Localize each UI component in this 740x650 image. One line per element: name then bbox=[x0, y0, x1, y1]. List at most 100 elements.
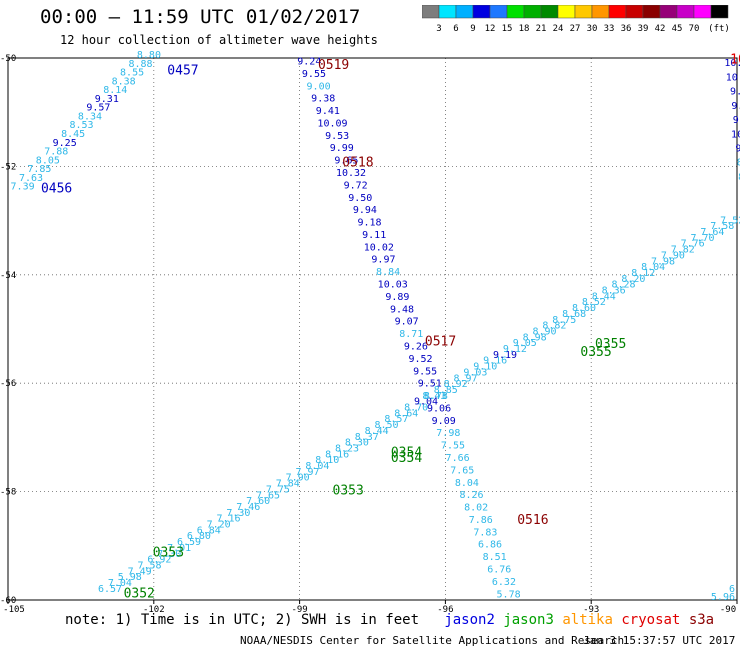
wave-height-value-a: 7.88 bbox=[44, 147, 68, 158]
orbit-label: 0456 bbox=[41, 181, 72, 196]
wave-height-value-b: 7.83 bbox=[473, 527, 497, 538]
colorbar-label: 30 bbox=[587, 24, 598, 34]
orbit-label: 0517 bbox=[425, 334, 456, 349]
wave-height-value-b: 8.02 bbox=[464, 503, 488, 514]
orbit-label: 0352 bbox=[124, 586, 155, 601]
wave-height-value-b: 9.51 bbox=[418, 379, 442, 390]
colorbar-label: 3 bbox=[436, 24, 441, 34]
wave-height-value-a: 9.31 bbox=[95, 94, 119, 105]
wave-height-value-b: 9.26 bbox=[404, 341, 428, 352]
lat-tick-label: -56 bbox=[0, 379, 16, 389]
wave-height-value-c: 7.90 bbox=[661, 250, 685, 261]
colorbar-label: 42 bbox=[655, 24, 666, 34]
map-title: 00:00 – 11:59 UTC 01/02/2017 bbox=[40, 6, 361, 28]
wave-height-value-a: 8.55 bbox=[120, 68, 144, 79]
colorbar-label: 15 bbox=[502, 24, 513, 34]
colorbar-legend: 3 6 9 12 15 18 21 24 27 30 33 36 39 42 45 70 (ft) bbox=[422, 5, 730, 34]
wave-height-value-c: 7.98 bbox=[651, 256, 675, 267]
footer-note-text: note: 1) Time is in UTC; 2) SWH is in fe… bbox=[65, 612, 420, 628]
orbit-label: 0519 bbox=[318, 58, 349, 73]
colorbar-label: 12 bbox=[485, 24, 496, 34]
wave-height-value-c: 8.10 bbox=[315, 455, 339, 466]
wave-height-value-a: 9.25 bbox=[53, 138, 77, 149]
wave-height-value-a: 8.05 bbox=[36, 155, 60, 166]
wave-height-value-b: 10.02 bbox=[364, 242, 394, 253]
colorbar-label: 39 bbox=[638, 24, 649, 34]
wave-height-value-c: 7.49 bbox=[128, 566, 152, 577]
wave-height-value-c: 9.04 bbox=[414, 397, 438, 408]
wave-height-value-c: 6.57 bbox=[98, 584, 122, 595]
wave-height-value-c: 7.90 bbox=[286, 473, 310, 484]
wave-height-value-c: 8.16 bbox=[325, 449, 349, 460]
wave-height-value-b: 10.03 bbox=[378, 280, 408, 291]
lon-tick-label: -105 bbox=[3, 605, 25, 615]
map-frame bbox=[7, 57, 738, 601]
wave-height-marks: 7.397.637.858.057.889.258.458.538.349.57… bbox=[11, 50, 740, 603]
wave-height-value-c: 8.37 bbox=[355, 432, 379, 443]
wave-height-value-c: 8.50 bbox=[374, 420, 398, 431]
wave-height-value-b: 9.94 bbox=[353, 205, 377, 216]
wave-height-value-c: 7.58 bbox=[710, 221, 734, 232]
wave-height-value-c: 8.90 bbox=[532, 326, 556, 337]
wave-height-value-c: 9.12 bbox=[503, 344, 527, 355]
wave-height-value-c: 7.70 bbox=[690, 233, 714, 244]
colorbar-label: 45 bbox=[672, 24, 683, 34]
colorbar-label: (ft) bbox=[708, 24, 730, 34]
wave-height-value-c: 8.30 bbox=[345, 438, 369, 449]
wave-height-value-c: 6.80 bbox=[187, 531, 211, 542]
wave-height-value-c: 7.75 bbox=[266, 484, 290, 495]
wave-height-value-c: 8.23 bbox=[335, 443, 359, 454]
wave-height-value-b: 8.51 bbox=[483, 552, 507, 563]
lat-tick-label: -50 bbox=[0, 54, 16, 64]
wave-height-value-c: 9.19 bbox=[493, 350, 517, 361]
wave-height-value-b: 9.72 bbox=[344, 180, 368, 191]
wave-height-value-c: 6.84 bbox=[197, 525, 221, 536]
wave-height-value-a: 8.53 bbox=[70, 120, 94, 131]
wave-height-value-b: 8.04 bbox=[455, 478, 479, 489]
wave-height-value-c: 8.57 bbox=[384, 414, 408, 425]
axis-ticks: -105 -102 -99 -96 -93 -90 -50 -52 -54 -56 -58 -60 bbox=[0, 54, 738, 615]
wave-height-value-b: 7.66 bbox=[446, 453, 470, 464]
generation-timestamp: Jan 3 15:37:57 UTC 2017 bbox=[583, 634, 736, 647]
wave-height-value-b: 9.00 bbox=[307, 81, 331, 92]
wave-height-value-c: 8.85 bbox=[434, 385, 458, 396]
plot-frame bbox=[7, 57, 738, 601]
wave-height-value-b: 9.97 bbox=[371, 255, 395, 266]
wave-height-value-c: 8.28 bbox=[611, 280, 635, 291]
footer-notes: note: 1) Time is in UTC; 2) SWH is in fe… bbox=[65, 612, 714, 628]
wave-height-value-c: 8.75 bbox=[552, 315, 576, 326]
wave-height-value-c: 7.30 bbox=[157, 549, 181, 560]
orbit-labels: 0456 0457 0519 0518 0517 0516 0352 0353 0353 0354… bbox=[41, 52, 740, 601]
wave-height-value-c: 7.65 bbox=[256, 490, 280, 501]
wave-height-value-d: 10.38 bbox=[731, 129, 740, 140]
wave-height-value-b: 9.09 bbox=[432, 416, 456, 427]
lon-tick-label: -99 bbox=[291, 605, 307, 615]
wave-height-value-c: 8.82 bbox=[542, 321, 566, 332]
wave-height-value-a: 7.39 bbox=[11, 182, 35, 193]
orbit-label: 0354 bbox=[391, 451, 422, 466]
wave-height-value-a: 8.14 bbox=[103, 85, 127, 96]
colorbar-label: 21 bbox=[536, 24, 547, 34]
sat-cryosat-label: cryosat bbox=[621, 612, 681, 628]
wave-height-value-c: 8.12 bbox=[631, 268, 655, 279]
wave-height-value-a: 8.80 bbox=[137, 50, 161, 61]
wave-height-value-b: 9.06 bbox=[427, 403, 451, 414]
wave-height-value-b: 9.65 bbox=[334, 156, 358, 167]
wave-height-value-c: 7.82 bbox=[671, 245, 695, 256]
wave-height-value-c: 7.84 bbox=[276, 479, 300, 490]
orbit-label: 0353 bbox=[153, 546, 184, 561]
wave-height-value-c: 8.44 bbox=[592, 291, 616, 302]
wave-height-value-c: 7.76 bbox=[681, 239, 705, 250]
wave-height-value-d: 10.38 bbox=[726, 72, 740, 83]
colorbar-label: 70 bbox=[689, 24, 700, 34]
orbit-label: 10 bbox=[730, 52, 740, 67]
wave-height-value-b: 6.86 bbox=[478, 540, 502, 551]
lon-tick-label: -96 bbox=[437, 605, 453, 615]
colorbar-label: 33 bbox=[604, 24, 615, 34]
wave-height-value-d: 10.93 bbox=[724, 58, 740, 69]
wave-height-value-c: 8.44 bbox=[365, 426, 389, 437]
orbit-label: 0354 bbox=[391, 445, 422, 460]
wave-height-value-b: 9.53 bbox=[325, 131, 349, 142]
wave-height-value-b: 9.89 bbox=[385, 292, 409, 303]
colorbar-label: 6 bbox=[453, 24, 458, 34]
